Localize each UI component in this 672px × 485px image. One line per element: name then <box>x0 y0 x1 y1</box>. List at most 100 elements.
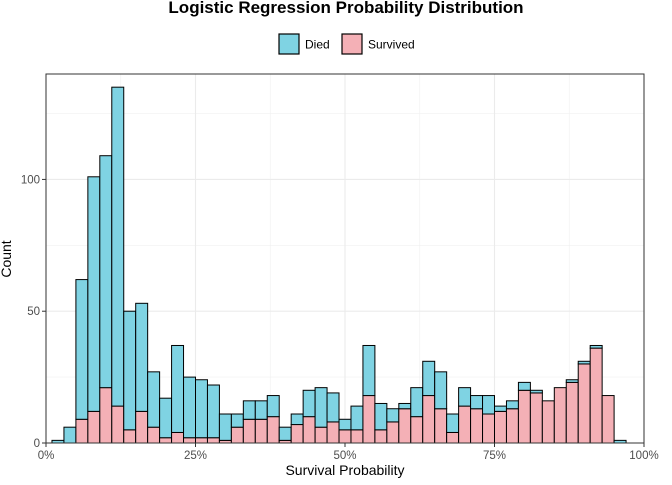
bar-survived <box>75 418 89 444</box>
bar-died <box>529 389 543 394</box>
bar-died <box>458 387 472 407</box>
bar-died <box>410 387 424 418</box>
bar-died <box>505 400 519 410</box>
x-axis-ticks: 0% 25% 50% 75% 100% <box>38 443 659 462</box>
bar-survived <box>111 405 125 444</box>
bar-survived <box>505 408 519 444</box>
bar-died <box>99 155 113 389</box>
bar-died <box>302 389 316 418</box>
bar-died <box>386 408 400 423</box>
bar-died <box>290 413 304 426</box>
bar-survived <box>386 421 400 444</box>
bar-survived <box>374 429 388 444</box>
x-tick-label: 50% <box>333 450 356 462</box>
bar-died <box>254 400 268 420</box>
y-axis-ticks: 0 50 100 <box>21 174 46 450</box>
bar-died <box>135 302 149 412</box>
y-tick-label: 0 <box>34 438 40 450</box>
bar-survived <box>302 416 316 444</box>
bar-died <box>577 360 591 365</box>
bar-died <box>422 360 436 397</box>
bar-died <box>206 384 220 439</box>
bar-died <box>350 405 364 431</box>
bar-died <box>565 379 579 383</box>
bar-survived <box>171 431 185 444</box>
bar-died <box>374 402 388 431</box>
bar-survived <box>601 395 615 444</box>
legend-key <box>341 33 363 55</box>
bar-died <box>87 176 101 412</box>
bar-survived <box>410 416 424 444</box>
bar-died <box>266 395 280 418</box>
bar-died <box>278 426 292 441</box>
bar-died <box>470 395 484 410</box>
bar-survived <box>266 416 280 444</box>
bar-survived <box>314 426 328 444</box>
bar-survived <box>494 410 507 444</box>
bar-died <box>362 344 376 397</box>
legend: Died Survived <box>278 33 415 55</box>
bar-died <box>63 426 77 444</box>
bar-died <box>494 405 507 412</box>
bar-survived <box>362 395 376 444</box>
bar-survived <box>242 418 256 444</box>
bar-died <box>517 381 531 391</box>
bar-died <box>589 344 603 349</box>
legend-label: Died <box>305 38 330 52</box>
bar-survived <box>529 392 543 444</box>
bars <box>51 86 627 444</box>
bar-died <box>123 310 137 431</box>
bar-survived <box>553 387 567 444</box>
bar-died <box>111 86 125 407</box>
bar-died <box>75 279 89 420</box>
bar-survived <box>565 381 579 444</box>
bar-died <box>434 371 448 410</box>
x-tick-label: 100% <box>629 450 658 462</box>
bar-died <box>147 371 161 428</box>
y-tick-label: 100 <box>21 174 40 186</box>
bar-died <box>482 395 496 415</box>
bar-survived <box>398 408 412 444</box>
bar-died <box>218 413 232 441</box>
legend-label: Survived <box>368 38 415 52</box>
bar-survived <box>517 389 531 444</box>
bar-survived <box>470 408 484 444</box>
bar-survived <box>195 437 208 444</box>
bar-died <box>314 387 328 428</box>
bar-died <box>159 397 173 439</box>
bar-survived <box>135 410 149 444</box>
bar-died <box>171 344 185 433</box>
bar-survived <box>123 429 137 444</box>
x-axis-label: Survival Probability <box>285 462 404 478</box>
bar-died <box>326 392 340 423</box>
bar-survived <box>338 429 352 444</box>
bar-survived <box>87 410 101 444</box>
bar-survived <box>206 437 220 444</box>
bar-died <box>183 376 196 439</box>
bar-survived <box>326 421 340 444</box>
x-tick-label: 0% <box>38 450 55 462</box>
bar-survived <box>230 426 244 444</box>
bar-survived <box>458 405 472 444</box>
bar-survived <box>290 424 304 444</box>
bar-died <box>446 413 460 433</box>
x-tick-label: 25% <box>184 450 207 462</box>
bar-survived <box>434 408 448 444</box>
bar-survived <box>147 426 161 444</box>
bar-survived <box>254 418 268 444</box>
chart-title: Logistic Regression Probability Distribu… <box>168 0 523 17</box>
x-tick-label: 75% <box>483 450 506 462</box>
y-axis-label: Count <box>0 240 14 277</box>
bar-survived <box>589 347 603 444</box>
bar-survived <box>422 395 436 444</box>
bar-died <box>242 400 256 420</box>
bar-survived <box>350 429 364 444</box>
bar-died <box>230 413 244 428</box>
bar-died <box>338 418 352 431</box>
bar-survived <box>446 431 460 444</box>
bar-survived <box>577 363 591 444</box>
bar-survived <box>183 437 196 444</box>
legend-key <box>278 33 300 55</box>
